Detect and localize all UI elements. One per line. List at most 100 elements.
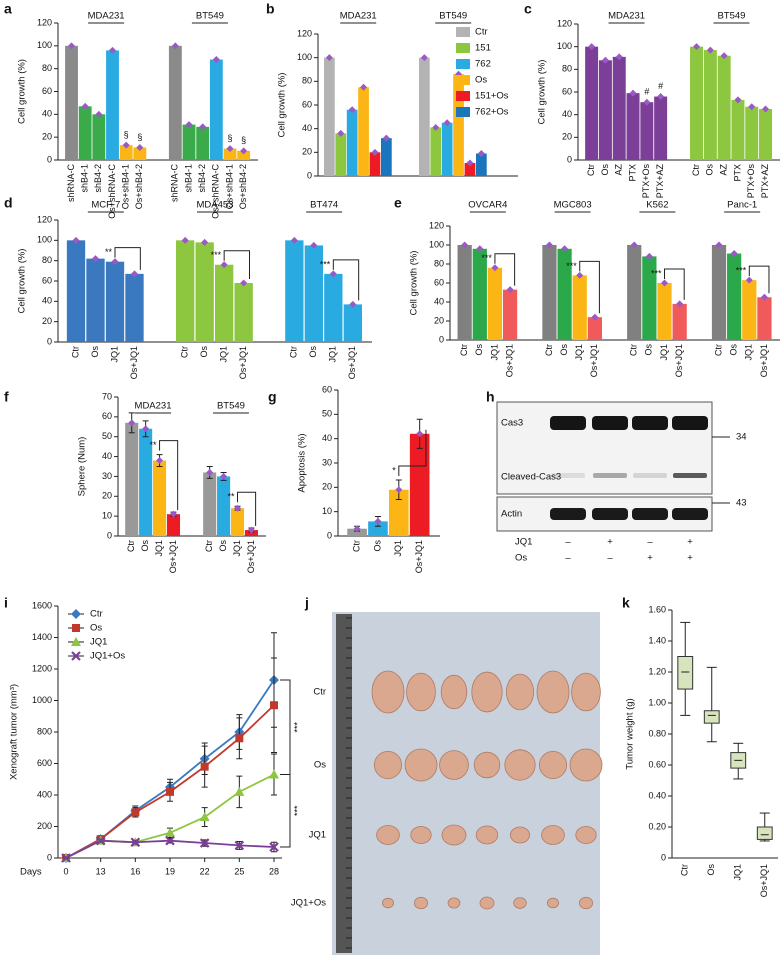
x-tick-label: Os+shRNA-C [211,164,221,219]
significance-label: *** [481,253,492,263]
x-tick-label: Ctr [180,346,190,358]
x-tick-label: AZ [614,164,624,176]
data-point [61,853,71,863]
row-label: Ctr [313,687,326,698]
x-tick-label: Os+shRNA-C [107,164,117,219]
data-point [353,525,361,533]
row-label: JQ1 [309,830,326,841]
y-tick-label: 70 [102,391,112,401]
bar [757,297,772,340]
data-point [715,241,723,249]
data-point [95,835,106,846]
data-point [269,769,279,779]
y-tick-label: 0.60 [648,759,666,769]
annotation: § [241,135,246,145]
bar [176,240,195,342]
y-tick-label: 1.60 [648,604,666,614]
bar [196,126,210,160]
bar [347,528,367,536]
tumor [509,826,530,844]
data-point [329,270,337,278]
data-point [730,250,738,258]
data-point [130,837,141,848]
y-tick-label: 800 [37,726,52,736]
group-label: MDA231 [340,11,377,22]
x-tick-label: Ctr [629,344,639,356]
x-tick-label: Os [644,344,654,356]
panel-label: d [4,195,13,211]
bar [106,50,119,160]
y-axis-label: Cell growth (%) [277,73,288,138]
group-label: BT549 [717,11,745,22]
data-point [615,53,623,61]
data-point [629,89,637,97]
bar [703,50,717,160]
bar [369,152,381,176]
panel-label: e [394,195,402,211]
treatment-sign: + [647,553,653,564]
y-tick-label: 0.20 [648,821,666,831]
band [550,416,586,430]
y-tick-label: 50 [322,409,332,419]
bar [133,147,147,160]
x-tick-label: JQ1 [154,540,164,557]
x-tick-label: Os [705,164,715,176]
bar [654,96,668,160]
y-tick-label: 120 [37,214,52,224]
y-tick-label: 100 [297,52,312,62]
bar [86,258,105,342]
x-tick-label: 25 [234,866,244,876]
box [756,826,773,840]
x-tick-label: Ctr [126,540,136,552]
treatment-sign: + [607,537,613,548]
x-tick-label: Os+JQ1 [759,864,769,897]
x-tick-label: Os+JQ1 [238,346,248,379]
bar [215,264,234,342]
panel-label: h [486,389,495,405]
x-tick-label: Os [706,864,716,876]
y-tick-label: 80 [434,258,444,268]
legend-marker [71,651,81,661]
legend-swatch [456,27,470,37]
y-tick-label: 100 [429,239,444,249]
treatment-sign: – [565,553,571,564]
bar [166,514,181,536]
bar [182,124,196,160]
data-point [131,808,140,817]
y-tick-label: 20 [434,315,444,325]
y-tick-label: 80 [42,63,52,73]
group-label: MCF-7 [91,200,120,211]
y-tick-label: 1600 [32,600,52,610]
bar [285,240,304,342]
y-tick-label: 40 [42,109,52,119]
data-point [476,245,484,253]
bar [168,45,182,161]
data-point [360,83,368,91]
panel-label: j [304,595,309,611]
bar [672,303,687,340]
y-tick-label: 50 [102,431,112,441]
data-point [443,119,451,127]
y-tick-label: 600 [37,758,52,768]
y-tick-label: 80 [302,76,312,86]
data-point [240,279,248,287]
band-label: Cas3 [501,418,523,429]
significance-bracket [494,253,516,286]
tumor [504,749,536,781]
legend-label: 762 [475,59,491,70]
significance-label: ** [228,492,236,502]
y-tick-label: 10 [102,511,112,521]
x-tick-label: JQ1 [659,344,669,361]
bar [557,248,572,340]
bar [234,283,253,342]
tumor [578,896,594,910]
group-label: BT549 [196,11,224,22]
y-tick-label: 120 [37,17,52,27]
panel-label: i [4,595,8,611]
bar [612,56,626,160]
size-marker: 43 [736,498,747,509]
data-point [290,236,298,244]
data-point [165,827,175,837]
band-label: Cleaved-Cas3 [501,472,561,483]
legend-swatch [456,107,470,117]
